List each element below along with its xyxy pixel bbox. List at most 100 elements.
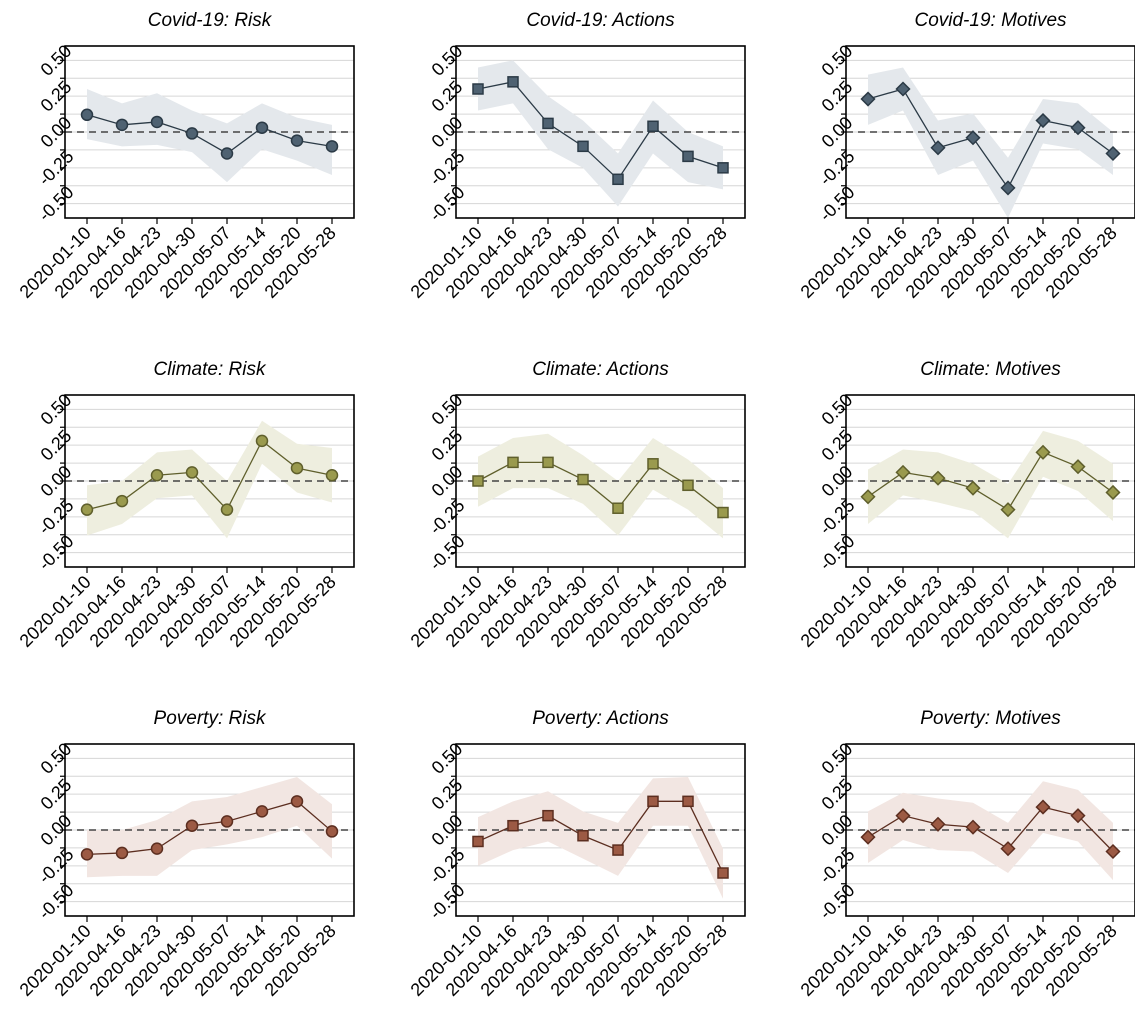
data-point bbox=[860, 829, 876, 845]
panel-title: Climate: Motives bbox=[920, 359, 1061, 380]
data-point bbox=[220, 503, 234, 516]
y-tick-label: 0.00 bbox=[428, 113, 467, 152]
y-tick-label: 0.25 bbox=[37, 775, 76, 814]
panel-title: Covid-19: Risk bbox=[148, 10, 273, 31]
data-point bbox=[507, 456, 519, 469]
data-point bbox=[1070, 120, 1086, 136]
panel-title: Poverty: Risk bbox=[154, 708, 267, 729]
confidence-band bbox=[87, 89, 332, 183]
data-point bbox=[577, 473, 589, 486]
panel-8: Poverty: Motives-0.50-0.250.000.250.5020… bbox=[797, 708, 1135, 1000]
data-point bbox=[1105, 843, 1121, 860]
data-point bbox=[150, 469, 164, 482]
panel-title: Covid-19: Motives bbox=[914, 10, 1067, 31]
data-point bbox=[965, 819, 981, 835]
data-point bbox=[220, 147, 234, 160]
data-point bbox=[80, 108, 94, 122]
data-point bbox=[682, 479, 694, 492]
data-point bbox=[507, 76, 519, 88]
data-point bbox=[717, 162, 729, 174]
data-point bbox=[290, 461, 304, 475]
data-point bbox=[255, 121, 269, 134]
confidence-band bbox=[478, 60, 723, 207]
data-point bbox=[1000, 180, 1016, 196]
data-point bbox=[965, 480, 981, 496]
data-point bbox=[647, 120, 659, 133]
panel-3: Climate: Risk-0.50-0.250.000.250.502020-… bbox=[16, 359, 355, 651]
data-point bbox=[717, 506, 729, 519]
data-point bbox=[930, 140, 946, 156]
confidence-band bbox=[87, 776, 332, 878]
panel-1: Covid-19: Actions-0.50-0.250.000.250.502… bbox=[407, 10, 746, 302]
data-point bbox=[860, 489, 876, 505]
y-tick-label: 0.00 bbox=[428, 462, 467, 501]
panel-0: Covid-19: Risk-0.50-0.250.000.250.502020… bbox=[16, 10, 355, 302]
data-point bbox=[647, 795, 659, 808]
data-point bbox=[895, 464, 911, 480]
confidence-band bbox=[478, 776, 723, 899]
data-point bbox=[1000, 502, 1016, 518]
panel-title: Covid-19: Actions bbox=[526, 10, 675, 31]
data-point bbox=[325, 140, 339, 153]
y-tick-label: 0.25 bbox=[428, 426, 467, 465]
y-tick-label: 0.25 bbox=[428, 775, 467, 814]
data-point bbox=[1035, 444, 1051, 460]
confidence-band bbox=[87, 420, 332, 539]
y-tick-label: 0.00 bbox=[428, 811, 467, 850]
data-point bbox=[717, 867, 729, 879]
data-point bbox=[1070, 808, 1086, 824]
y-tick-label: 0.25 bbox=[818, 426, 857, 465]
y-tick-label: 0.00 bbox=[818, 811, 857, 850]
y-tick-label: 0.00 bbox=[37, 462, 76, 501]
data-point bbox=[647, 458, 659, 470]
data-point bbox=[115, 118, 129, 132]
data-point bbox=[290, 134, 304, 147]
data-point bbox=[472, 83, 484, 95]
data-point bbox=[895, 808, 911, 824]
data-point bbox=[150, 842, 164, 855]
series-line bbox=[477, 81, 724, 181]
data-point bbox=[80, 503, 94, 516]
y-tick-label: 0.25 bbox=[37, 426, 76, 465]
data-point bbox=[325, 825, 339, 838]
y-tick-label: 0.25 bbox=[37, 77, 76, 116]
series-line bbox=[477, 461, 724, 514]
data-point bbox=[542, 117, 554, 130]
data-point bbox=[325, 469, 339, 482]
data-point bbox=[542, 809, 554, 822]
data-point bbox=[185, 466, 199, 479]
data-point bbox=[682, 795, 694, 808]
data-point bbox=[1035, 112, 1051, 129]
data-point bbox=[472, 475, 484, 487]
data-point bbox=[1070, 459, 1086, 475]
data-point bbox=[255, 434, 269, 448]
data-point bbox=[507, 819, 519, 832]
data-point bbox=[290, 795, 304, 808]
data-point bbox=[1035, 799, 1051, 815]
data-point bbox=[1105, 484, 1121, 501]
panel-title: Climate: Actions bbox=[532, 359, 669, 380]
data-point bbox=[80, 848, 94, 861]
data-point bbox=[682, 150, 694, 163]
confidence-band bbox=[868, 67, 1113, 218]
data-point bbox=[472, 835, 484, 848]
data-point bbox=[1105, 145, 1121, 162]
data-point bbox=[930, 816, 946, 832]
panel-4: Climate: Actions-0.50-0.250.000.250.5020… bbox=[407, 359, 746, 651]
panel-title: Climate: Risk bbox=[154, 359, 267, 380]
data-point bbox=[255, 805, 269, 818]
data-point bbox=[577, 140, 589, 153]
series-line bbox=[86, 439, 333, 511]
data-point bbox=[220, 815, 234, 828]
confidence-band bbox=[478, 433, 723, 539]
data-point bbox=[612, 173, 624, 186]
data-point bbox=[1000, 841, 1016, 857]
panel-title: Poverty: Actions bbox=[532, 708, 669, 729]
data-point bbox=[185, 127, 199, 140]
data-point bbox=[115, 846, 129, 860]
data-point bbox=[185, 819, 199, 832]
y-tick-label: 0.25 bbox=[428, 77, 467, 116]
data-point bbox=[965, 130, 981, 146]
